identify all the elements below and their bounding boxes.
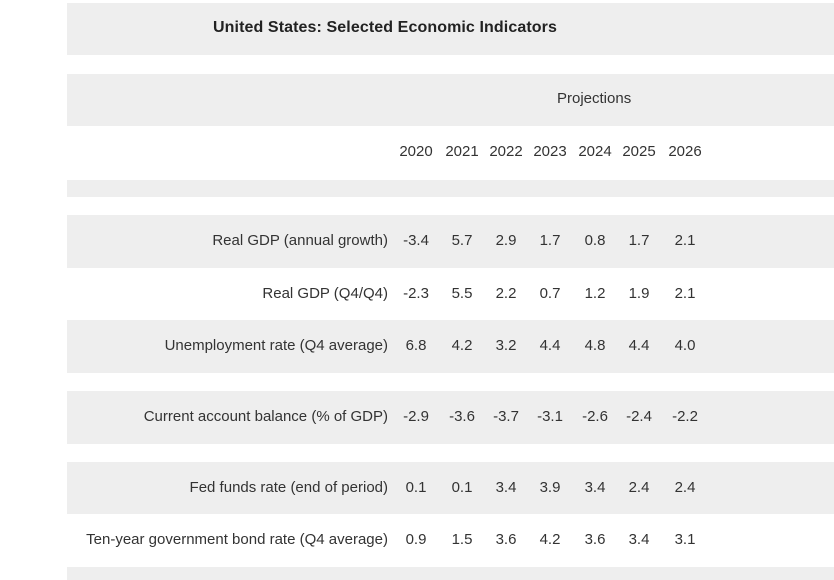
table-cell: -2.2 bbox=[672, 408, 698, 425]
table-cell: -2.6 bbox=[582, 408, 608, 425]
table-cell: 4.4 bbox=[628, 337, 650, 354]
table-cell: 2.4 bbox=[674, 479, 696, 496]
table-cell: 4.2 bbox=[539, 531, 561, 548]
row-label: Real GDP (Q4/Q4) bbox=[262, 285, 388, 302]
projections-header: Projections bbox=[557, 90, 632, 107]
table-cell: 6.8 bbox=[405, 337, 427, 354]
year-header: 2021 bbox=[445, 143, 479, 160]
table-cell: 5.7 bbox=[451, 232, 473, 249]
year-header: 2025 bbox=[622, 143, 656, 160]
table-cell: 1.2 bbox=[584, 285, 606, 302]
title-band bbox=[67, 3, 834, 55]
year-header: 2023 bbox=[533, 143, 567, 160]
row-band-2 bbox=[67, 320, 834, 373]
table-cell: -2.9 bbox=[403, 408, 429, 425]
table-cell: 2.1 bbox=[674, 285, 696, 302]
table-cell: 3.1 bbox=[674, 531, 696, 548]
table-cell: 2.9 bbox=[495, 232, 517, 249]
table-cell: 3.6 bbox=[584, 531, 606, 548]
table-cell: 0.7 bbox=[539, 285, 561, 302]
table-cell: 2.2 bbox=[495, 285, 517, 302]
row-label: Ten-year government bond rate (Q4 averag… bbox=[86, 531, 388, 548]
row-label: Real GDP (annual growth) bbox=[212, 232, 388, 249]
table-cell: -2.3 bbox=[403, 285, 429, 302]
table-cell: 3.2 bbox=[495, 337, 517, 354]
row-band-3 bbox=[67, 391, 834, 444]
table-cell: 0.8 bbox=[584, 232, 606, 249]
year-header: 2022 bbox=[489, 143, 523, 160]
table-cell: 1.9 bbox=[628, 285, 650, 302]
table-cell: 3.4 bbox=[628, 531, 650, 548]
bottom-band bbox=[67, 567, 834, 580]
table-cell: 1.5 bbox=[451, 531, 473, 548]
table-cell: 4.0 bbox=[674, 337, 696, 354]
row-label: Fed funds rate (end of period) bbox=[189, 479, 388, 496]
table-cell: 3.9 bbox=[539, 479, 561, 496]
row-label: Current account balance (% of GDP) bbox=[143, 408, 388, 425]
projections-band bbox=[67, 74, 834, 126]
table-cell: -3.1 bbox=[537, 408, 563, 425]
table-title: United States: Selected Economic Indicat… bbox=[213, 19, 557, 36]
row-band-4 bbox=[67, 462, 834, 514]
table-cell: 2.4 bbox=[628, 479, 650, 496]
table-cell: -3.7 bbox=[493, 408, 519, 425]
table-cell: 3.4 bbox=[584, 479, 606, 496]
table-cell: 0.9 bbox=[405, 531, 427, 548]
row-band-0 bbox=[67, 215, 834, 268]
table-cell: -3.6 bbox=[449, 408, 475, 425]
table-cell: 1.7 bbox=[628, 232, 650, 249]
year-header: 2026 bbox=[668, 143, 702, 160]
table-cell: 4.4 bbox=[539, 337, 561, 354]
table-cell: -2.4 bbox=[626, 408, 652, 425]
table-cell: 0.1 bbox=[405, 479, 427, 496]
table-cell: 2.1 bbox=[674, 232, 696, 249]
table-cell: 4.2 bbox=[451, 337, 473, 354]
year-header: 2024 bbox=[578, 143, 612, 160]
table-cell: 0.1 bbox=[451, 479, 473, 496]
table-cell: 5.5 bbox=[451, 285, 473, 302]
table-cell: 3.6 bbox=[495, 531, 517, 548]
row-label: Unemployment rate (Q4 average) bbox=[164, 337, 388, 354]
spacer-band bbox=[67, 180, 834, 197]
table-cell: 1.7 bbox=[539, 232, 561, 249]
table-cell: -3.4 bbox=[403, 232, 429, 249]
year-header: 2020 bbox=[399, 143, 433, 160]
table-cell: 4.8 bbox=[584, 337, 606, 354]
table-cell: 3.4 bbox=[495, 479, 517, 496]
